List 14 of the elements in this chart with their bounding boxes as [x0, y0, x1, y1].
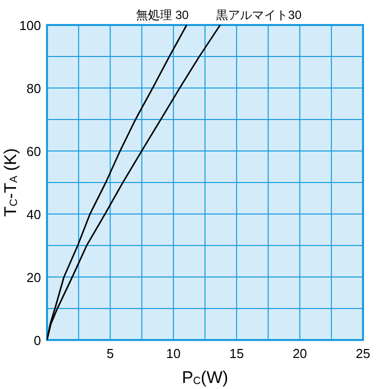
series-label: 無処理 30	[136, 8, 189, 22]
x-tick-label: 20	[292, 346, 308, 361]
x-tick-label: 5	[106, 346, 114, 361]
x-tick-label: 25	[356, 346, 370, 361]
x-tick-label: 10	[166, 346, 181, 361]
x-tick-label: 15	[229, 346, 244, 361]
y-tick-label: 60	[26, 144, 41, 159]
y-tick-label: 80	[26, 81, 41, 96]
y-tick-label: 0	[34, 333, 41, 348]
series-label: 黒アルマイト30	[216, 8, 302, 22]
y-tick-label: 40	[26, 207, 41, 222]
y-tick-label: 100	[19, 18, 41, 33]
x-axis-title: P$_{C}$(W)	[182, 368, 228, 387]
y-tick-label: 20	[26, 270, 41, 285]
